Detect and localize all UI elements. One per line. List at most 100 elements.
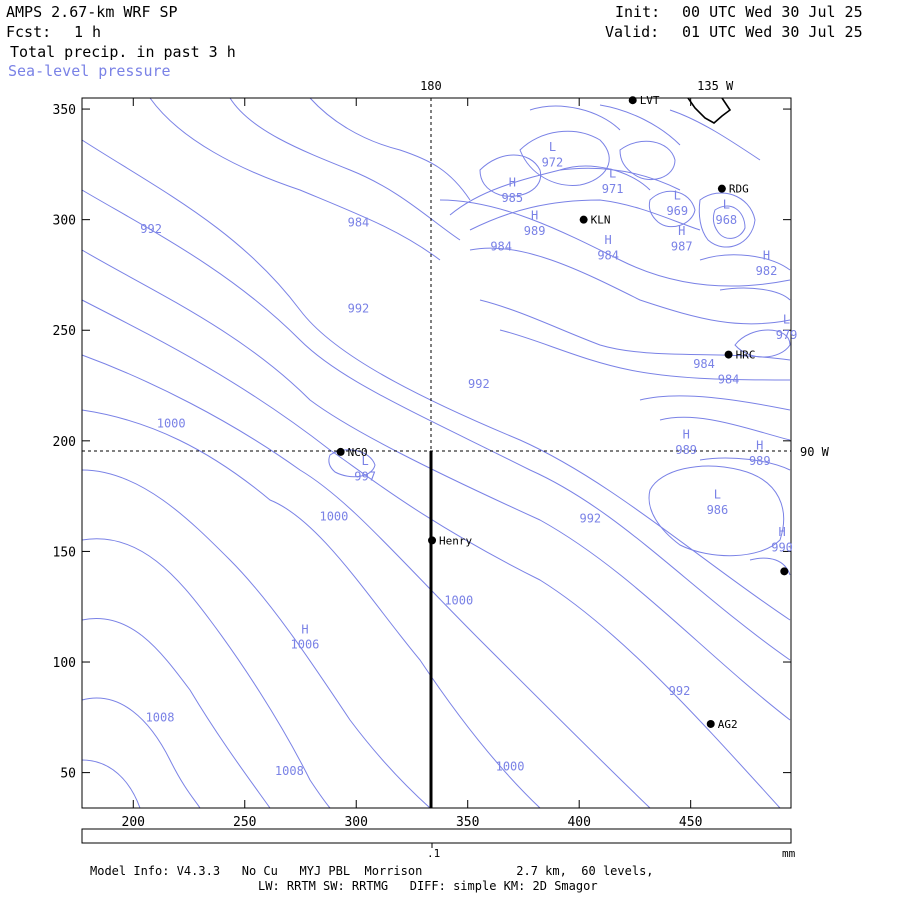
pressure-label: 984 bbox=[490, 240, 512, 254]
pressure-label: H bbox=[763, 248, 770, 262]
pressure-label: 1008 bbox=[146, 711, 175, 725]
station-label: HRC bbox=[736, 349, 756, 362]
x-tick-label: 250 bbox=[233, 815, 256, 830]
pressure-label: 969 bbox=[666, 204, 688, 218]
y-axis: 50 100 150 200 250 300 350 bbox=[53, 103, 791, 782]
precip-scale-tick-label: .1 bbox=[427, 847, 440, 860]
pressure-label: H bbox=[756, 439, 763, 453]
y-tick-label: 50 bbox=[60, 767, 76, 782]
field-name: Total precip. in past 3 h bbox=[10, 43, 236, 61]
pressure-label: 987 bbox=[671, 240, 693, 254]
meridian-labels: 180 135 W bbox=[420, 79, 734, 93]
pressure-label: 992 bbox=[579, 512, 601, 526]
valid-value: 01 UTC Wed 30 Jul 25 bbox=[682, 23, 863, 41]
pressure-label: 985 bbox=[501, 191, 523, 205]
precip-scale-bar bbox=[81, 828, 792, 844]
pressure-label: 984 bbox=[718, 372, 740, 386]
pressure-label: 1000 bbox=[496, 759, 525, 773]
pressure-label: 992 bbox=[140, 222, 162, 236]
meridian-label: 135 W bbox=[697, 79, 734, 93]
x-tick-label: 450 bbox=[679, 815, 702, 830]
pressure-label: L bbox=[609, 167, 616, 181]
station-label: RDG bbox=[729, 183, 749, 196]
station-markers: LVT RDG KLN HRC NCO Henry AG2 bbox=[336, 94, 789, 731]
station-dot bbox=[628, 96, 637, 105]
parallel-label: 90 W bbox=[800, 445, 830, 459]
pressure-label: 1000 bbox=[319, 509, 348, 523]
model-title: AMPS 2.67-km WRF SP bbox=[6, 3, 178, 21]
pressure-label: 1006 bbox=[291, 638, 320, 652]
station-dot bbox=[706, 719, 715, 728]
x-tick-label: 300 bbox=[344, 815, 367, 830]
pressure-label: H bbox=[778, 525, 785, 539]
pressure-label: 982 bbox=[756, 264, 778, 278]
pressure-label: 989 bbox=[749, 454, 771, 468]
station-label: KLN bbox=[591, 214, 611, 227]
map-frame bbox=[81, 97, 792, 809]
y-tick-label: 150 bbox=[53, 545, 76, 560]
pressure-label: 979 bbox=[776, 328, 798, 342]
station-dot bbox=[336, 447, 345, 456]
station-label: AG2 bbox=[718, 718, 738, 731]
pressure-label: H bbox=[605, 233, 612, 247]
x-tick-label: 200 bbox=[122, 815, 145, 830]
x-tick-label: 400 bbox=[567, 815, 590, 830]
x-axis: 200 250 300 350 400 450 bbox=[122, 98, 702, 830]
pressure-label: 984 bbox=[597, 248, 619, 262]
pressure-label: L bbox=[714, 487, 721, 501]
y-tick-label: 100 bbox=[53, 656, 76, 671]
pressure-label: L bbox=[723, 198, 730, 212]
station-label: NCO bbox=[348, 446, 368, 459]
pressure-label: L bbox=[674, 189, 681, 203]
parallel-labels: 90 W bbox=[800, 445, 830, 459]
init-label: Init: bbox=[615, 3, 661, 21]
pressure-label: 992 bbox=[669, 684, 691, 698]
pressure-label: 1000 bbox=[444, 594, 473, 608]
pressure-label: 1008 bbox=[275, 764, 304, 778]
pressure-label: H bbox=[531, 209, 538, 223]
model-info-line2: LW: RRTM SW: RRTMG DIFF: simple KM: 2D S… bbox=[258, 879, 598, 893]
station-dot bbox=[717, 184, 726, 193]
overlay-name: Sea-level pressure bbox=[8, 62, 171, 80]
pressure-label: 990 bbox=[771, 540, 793, 554]
station-label: LVT bbox=[640, 94, 660, 107]
fcst-value: 1 h bbox=[74, 23, 102, 41]
station-dot bbox=[428, 536, 437, 545]
meridian-label: 180 bbox=[420, 79, 442, 93]
y-tick-label: 350 bbox=[53, 103, 76, 118]
pressure-label: H bbox=[678, 224, 685, 238]
precip-scale-unit: mm bbox=[782, 847, 796, 860]
pressure-label: 984 bbox=[348, 215, 370, 229]
fcst-label: Fcst: bbox=[6, 23, 52, 41]
pressure-label: L bbox=[783, 313, 790, 327]
pressure-isobars bbox=[81, 97, 791, 809]
model-info-line1: Model Info: V4.3.3 No Cu MYJ PBL Morriso… bbox=[90, 864, 654, 878]
y-tick-label: 250 bbox=[53, 324, 76, 339]
pressure-label: H bbox=[683, 428, 690, 442]
init-value: 00 UTC Wed 30 Jul 25 bbox=[682, 3, 863, 21]
pressure-label: H bbox=[509, 175, 516, 189]
station-dot bbox=[724, 350, 733, 359]
y-tick-label: 300 bbox=[53, 214, 76, 229]
station-dot bbox=[579, 215, 588, 224]
pressure-label: 972 bbox=[542, 156, 564, 170]
pressure-label: 986 bbox=[707, 503, 729, 517]
pressure-label: 1000 bbox=[157, 417, 186, 431]
y-tick-label: 200 bbox=[53, 435, 76, 450]
pressure-label: 992 bbox=[468, 377, 490, 391]
pressure-label: 989 bbox=[675, 443, 697, 457]
pressure-label: H bbox=[301, 622, 308, 636]
coastline bbox=[687, 97, 732, 124]
pressure-label: L bbox=[362, 454, 369, 468]
pressure-label: 997 bbox=[354, 470, 376, 484]
x-tick-label: 350 bbox=[456, 815, 479, 830]
pressure-label: 971 bbox=[602, 182, 624, 196]
station-label: Henry bbox=[439, 534, 472, 547]
pressure-label: 989 bbox=[524, 224, 546, 238]
pressure-label: L bbox=[549, 140, 556, 154]
pressure-label: 992 bbox=[348, 302, 370, 316]
pressure-label: 968 bbox=[715, 213, 737, 227]
station-dot bbox=[780, 567, 789, 576]
